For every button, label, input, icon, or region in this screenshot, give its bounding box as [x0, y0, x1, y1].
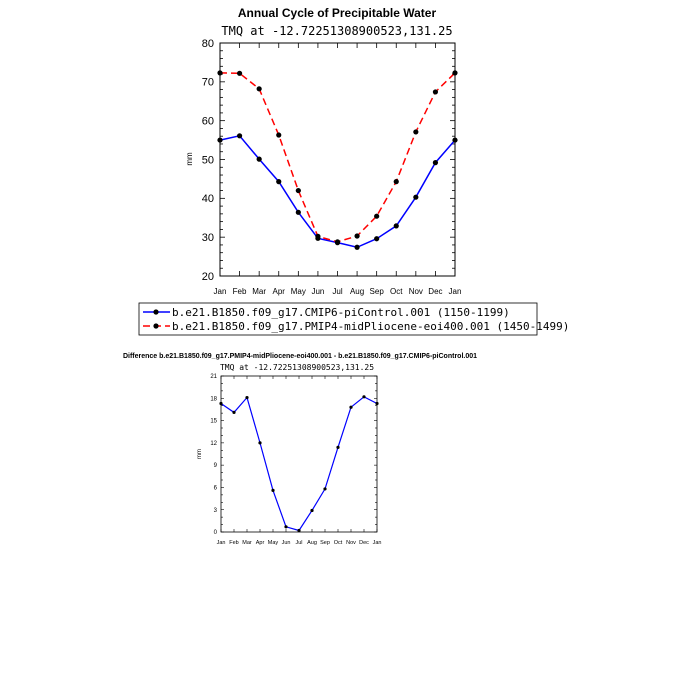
- y-tick-label: 50: [202, 154, 214, 166]
- data-point: [349, 405, 353, 409]
- y-tick-label: 3: [214, 508, 218, 514]
- y-tick-label: 6: [214, 486, 218, 492]
- x-tick-label: Dec: [359, 540, 369, 546]
- chart2-subtitle: TMQ at -12.72251308900523,131.25: [220, 363, 374, 372]
- y-tick-label: 20: [202, 271, 214, 283]
- x-tick-label: Mar: [252, 287, 266, 296]
- data-point: [354, 244, 360, 250]
- y-tick-label: 60: [202, 116, 214, 128]
- y-tick-label: 0: [214, 530, 218, 536]
- y-tick-label: 30: [202, 232, 214, 244]
- series-line-1: [219, 72, 456, 243]
- data-point: [276, 132, 282, 138]
- data-point: [217, 137, 223, 143]
- data-point: [362, 395, 366, 399]
- legend-marker-1: [153, 323, 159, 329]
- x-tick-label: Nov: [409, 287, 423, 296]
- y-tick-label: 9: [214, 463, 218, 469]
- data-point: [236, 133, 243, 139]
- chart2-ylabel: mm: [197, 449, 203, 459]
- x-tick-label: Feb: [233, 287, 247, 296]
- data-point: [432, 89, 439, 95]
- x-tick-label: May: [291, 287, 306, 296]
- x-tick-label: Jun: [282, 540, 291, 546]
- x-tick-label: Feb: [229, 540, 238, 546]
- data-point: [256, 156, 262, 162]
- series-line-0: [220, 396, 378, 532]
- x-tick-label: Jan: [449, 287, 462, 296]
- x-tick-label: Apr: [256, 540, 265, 546]
- x-tick-label: Dec: [428, 287, 442, 296]
- data-point: [374, 236, 380, 242]
- series-line-0: [219, 134, 456, 249]
- plot-frame: [220, 375, 378, 533]
- x-tick-label: Jan: [217, 540, 226, 546]
- x-tick-label: Jan: [214, 287, 227, 296]
- x-tick-label: Mar: [242, 540, 252, 546]
- annual-cycle-chart: Annual Cycle of Precipitable Water TMQ a…: [185, 6, 461, 296]
- legend-box: [138, 302, 538, 336]
- y-tick-label: 12: [210, 441, 217, 447]
- data-point: [271, 488, 275, 492]
- chart1-legend: b.e21.B1850.f09_g17.CMIP6-piControl.001 …: [138, 302, 569, 336]
- x-tick-label: Aug: [307, 540, 317, 546]
- difference-chart: Difference b.e21.B1850.f09_g17.PMIP4-mid…: [123, 353, 477, 546]
- x-tick-label: Oct: [390, 287, 403, 296]
- x-tick-label: May: [268, 540, 279, 546]
- data-point: [315, 233, 321, 239]
- data-point: [413, 129, 419, 135]
- legend-marker-0: [153, 309, 159, 315]
- data-point: [334, 239, 341, 245]
- x-tick-label: Jun: [311, 287, 324, 296]
- data-point: [276, 179, 282, 185]
- y-tick-label: 21: [210, 374, 217, 380]
- data-point: [354, 233, 360, 239]
- data-point: [374, 213, 380, 219]
- data-point: [245, 395, 249, 400]
- data-point: [432, 160, 439, 166]
- data-point: [219, 401, 223, 406]
- x-tick-label: Nov: [346, 540, 356, 546]
- chart1-subtitle: TMQ at -12.72251308900523,131.25: [221, 24, 452, 38]
- data-point: [336, 445, 340, 449]
- data-point: [297, 528, 301, 533]
- legend-entry-0: b.e21.B1850.f09_g17.CMIP6-piControl.001 …: [172, 306, 510, 319]
- data-point: [452, 70, 458, 76]
- data-point: [236, 70, 243, 76]
- chart2-title: Difference b.e21.B1850.f09_g17.PMIP4-mid…: [123, 353, 477, 360]
- x-tick-label: Oct: [334, 540, 343, 546]
- data-point: [256, 86, 262, 92]
- legend-entry-1: b.e21.B1850.f09_g17.PMIP4-midPliocene-eo…: [172, 320, 569, 333]
- y-tick-label: 15: [210, 419, 217, 425]
- data-point: [452, 137, 458, 143]
- data-point: [413, 194, 419, 200]
- data-point: [295, 209, 301, 215]
- data-point: [393, 223, 399, 229]
- x-tick-label: Sep: [370, 287, 385, 296]
- data-point: [310, 508, 314, 513]
- x-tick-label: Jan: [373, 540, 382, 546]
- chart1-ylabel: mm: [185, 152, 194, 166]
- data-point: [284, 525, 288, 529]
- data-point: [393, 179, 399, 185]
- data-point: [258, 441, 262, 445]
- x-tick-label: Jul: [295, 540, 302, 546]
- x-tick-label: Apr: [273, 287, 286, 296]
- y-tick-label: 40: [202, 193, 214, 205]
- chart1-title: Annual Cycle of Precipitable Water: [238, 6, 437, 20]
- x-tick-label: Aug: [350, 287, 364, 296]
- data-point: [323, 487, 327, 491]
- data-point: [375, 401, 379, 406]
- x-tick-label: Jul: [332, 287, 342, 296]
- x-tick-label: Sep: [320, 540, 330, 546]
- y-tick-label: 80: [202, 38, 214, 50]
- data-point: [232, 410, 236, 414]
- y-tick-label: 18: [210, 396, 217, 402]
- data-point: [217, 70, 223, 76]
- data-point: [295, 187, 301, 194]
- y-tick-label: 70: [202, 77, 214, 89]
